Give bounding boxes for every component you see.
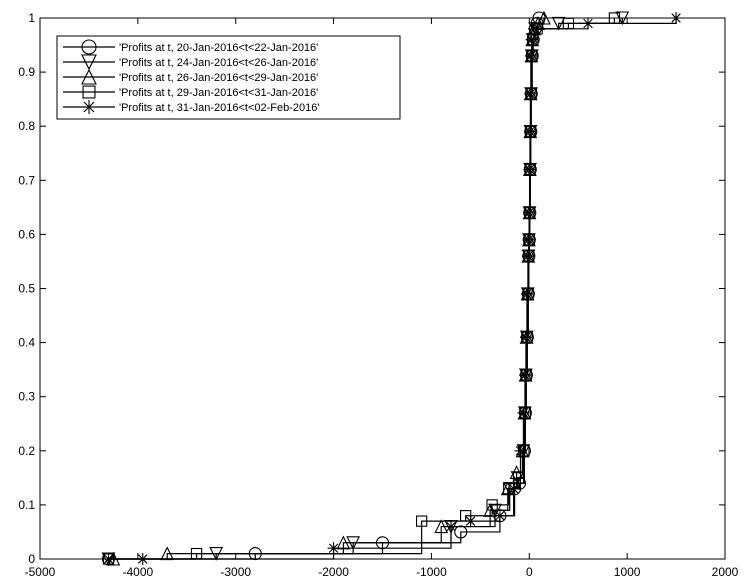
y-tick-label: 0.2 — [18, 444, 35, 458]
series-marker — [102, 553, 115, 565]
y-tick-label: 1 — [28, 11, 35, 25]
y-tick-label: 0.9 — [18, 65, 35, 79]
series-marker — [434, 519, 449, 534]
series-marker — [517, 406, 530, 419]
x-tick-label: -3000 — [220, 565, 251, 579]
series-marker — [524, 49, 537, 62]
y-tick-label: 0.6 — [18, 227, 35, 241]
y-tick-label: 0.8 — [18, 119, 35, 133]
x-tick-label: 1000 — [614, 565, 641, 579]
legend-marker — [81, 39, 97, 55]
y-tick-label: 0.3 — [18, 390, 35, 404]
series-marker — [464, 515, 477, 528]
series-marker — [523, 206, 536, 219]
series-marker — [523, 163, 536, 176]
legend-marker — [81, 54, 97, 71]
series-marker — [415, 515, 428, 527]
series-marker — [670, 12, 683, 24]
legend-marker — [82, 100, 96, 114]
x-tick-label: 2000 — [712, 565, 739, 579]
series-marker — [524, 87, 537, 100]
y-tick-label: 0 — [28, 552, 35, 566]
series-marker — [493, 509, 506, 522]
series-marker — [521, 250, 534, 263]
series-marker — [514, 444, 527, 457]
series-marker — [528, 22, 541, 35]
legend: 'Profits at t, 20-Jan-2016<t<22-Jan-2016… — [56, 35, 401, 120]
series-marker — [523, 125, 536, 138]
series-5 — [102, 12, 683, 565]
series-marker — [486, 499, 498, 511]
legend-entry-label: 'Profits at t, 24-Jan-2016<t<26-Jan-2016… — [119, 57, 318, 69]
legend-marker — [81, 68, 97, 85]
series-marker — [445, 520, 457, 533]
legend-entry-label: 'Profits at t, 20-Jan-2016<t<22-Jan-2016… — [119, 42, 318, 54]
y-tick-label: 0.1 — [18, 498, 35, 512]
series-marker — [582, 17, 594, 30]
y-tick-label: 0.5 — [18, 282, 35, 296]
legend-entry-label: 'Profits at t, 26-Jan-2016<t<29-Jan-2016… — [119, 72, 318, 84]
legend-entry-label: 'Profits at t, 29-Jan-2016<t<31-Jan-2016… — [119, 87, 318, 99]
series-marker — [525, 33, 538, 46]
series-marker — [327, 542, 340, 555]
series-marker — [136, 553, 149, 565]
series-lines — [101, 10, 683, 567]
x-tick-label: -4000 — [123, 565, 154, 579]
series-marker — [512, 472, 525, 484]
series-marker — [518, 369, 531, 382]
legend-entry-label: 'Profits at t, 31-Jan-2016<t<02-Feb-2016… — [119, 102, 320, 114]
y-tick-label: 0.4 — [18, 336, 35, 350]
series-marker — [520, 287, 533, 300]
legend-marker — [82, 85, 96, 99]
x-tick-label: -2000 — [318, 565, 349, 579]
series-marker — [537, 10, 551, 25]
series-marker — [522, 233, 535, 246]
axes: -5000 -4000 -3000 -2000 -1000 0 1000 2000 0 0.1 0.… — [18, 11, 738, 579]
y-tick-label: 0.7 — [18, 173, 35, 187]
series-marker — [507, 482, 520, 495]
series-marker — [551, 16, 566, 31]
x-tick-label: 0 — [526, 565, 533, 579]
x-tick-label: -1000 — [416, 565, 447, 579]
series-marker — [519, 331, 532, 344]
x-tick-label: -5000 — [25, 565, 56, 579]
